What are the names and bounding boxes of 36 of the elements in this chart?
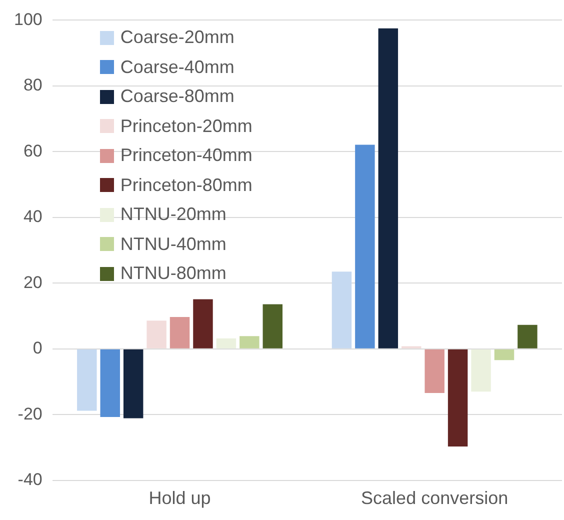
x-tick-label: Scaled conversion <box>361 488 508 508</box>
legend-label: Coarse-80mm <box>120 85 234 108</box>
bar <box>424 349 444 393</box>
y-tick-label: 60 <box>23 141 42 160</box>
bar <box>216 338 236 348</box>
legend-label: Princeton-20mm <box>120 114 252 138</box>
legend-label: NTNU-20mm <box>120 203 226 226</box>
bar <box>355 144 375 348</box>
bar <box>448 349 468 447</box>
bar <box>77 349 97 411</box>
bar <box>332 272 352 348</box>
bar <box>170 317 190 348</box>
legend-label: Coarse-40mm <box>120 56 234 79</box>
y-tick-label: 80 <box>23 76 42 95</box>
bar <box>471 349 491 392</box>
y-tick-label: 100 <box>14 10 42 29</box>
bar <box>240 336 260 348</box>
bar <box>494 349 514 360</box>
legend-label: Princeton-80mm <box>120 174 252 197</box>
bar <box>518 324 538 348</box>
legend-label: NTNU-40mm <box>120 232 226 256</box>
y-tick-label: 0 <box>32 338 42 358</box>
y-tick-label: -20 <box>18 404 42 424</box>
legend-label: Coarse-20mm <box>120 26 234 50</box>
bar <box>146 320 166 348</box>
bar <box>193 299 213 348</box>
bar <box>123 349 144 418</box>
y-tick-label: -40 <box>18 470 42 490</box>
legend-label: NTNU-80mm <box>120 262 226 286</box>
y-tick-label: 20 <box>23 272 42 292</box>
y-tick-label: 40 <box>23 207 42 226</box>
bar <box>100 349 120 417</box>
x-tick-label: Hold up <box>148 488 211 508</box>
bar <box>262 304 283 348</box>
bar <box>378 28 398 348</box>
legend-label: Princeton-40mm <box>120 144 252 168</box>
